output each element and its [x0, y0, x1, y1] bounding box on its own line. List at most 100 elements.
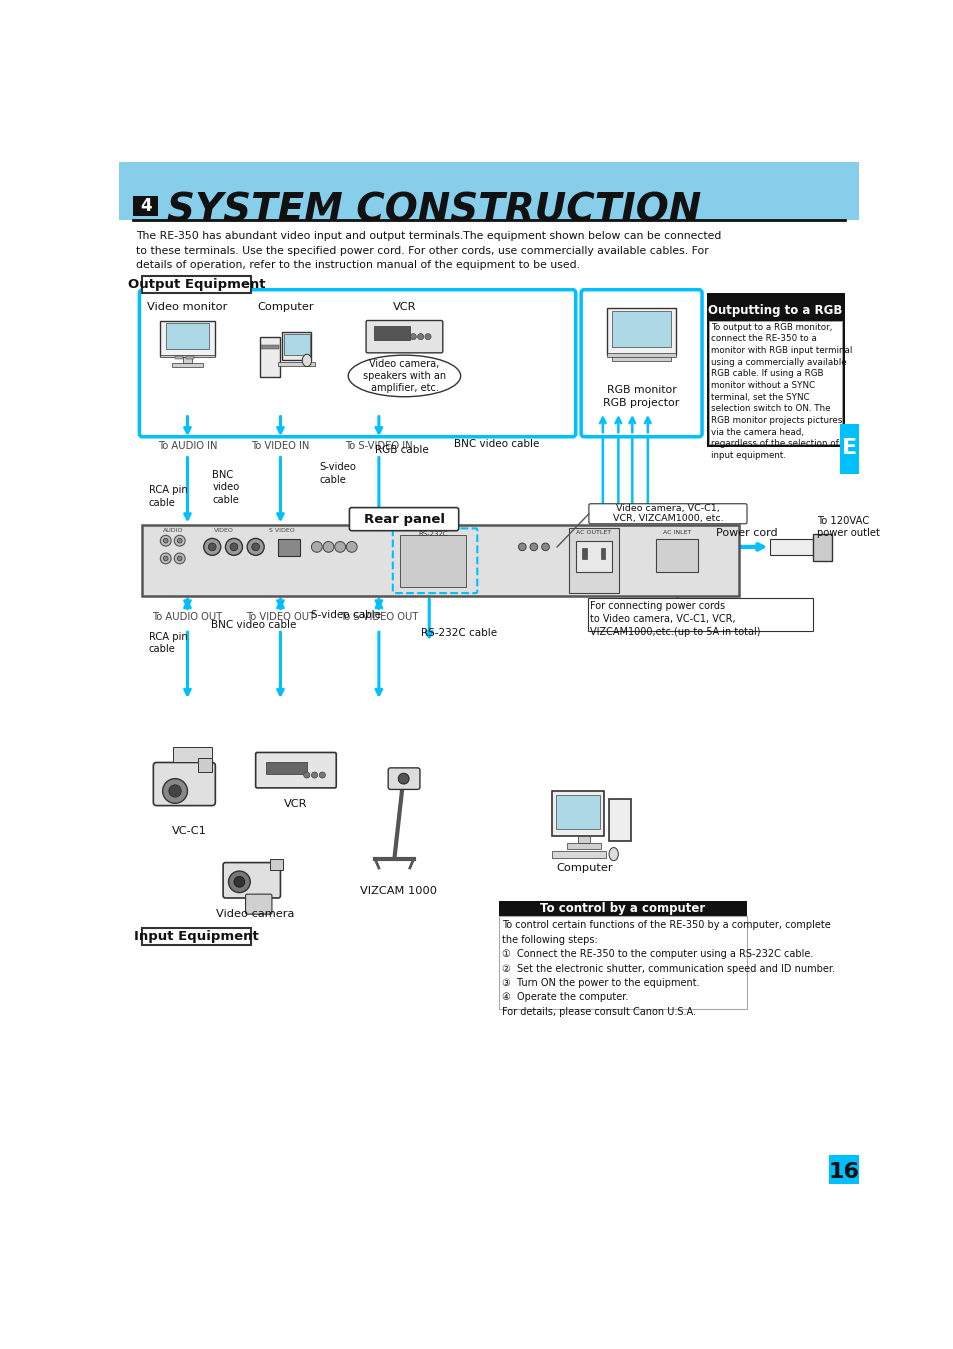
Text: To AUDIO IN: To AUDIO IN [157, 441, 217, 451]
Bar [578, 835, 590, 843]
Bar [608, 799, 630, 840]
Text: 16: 16 [827, 1161, 859, 1182]
Ellipse shape [608, 847, 618, 861]
Text: To control certain functions of the RE-350 by a computer, complete
the following: To control certain functions of the RE-3… [501, 920, 834, 1017]
Text: AC INLET: AC INLET [662, 530, 691, 536]
Bar [173, 747, 212, 762]
Bar [284, 333, 310, 355]
Bar [708, 321, 841, 444]
Bar [186, 356, 193, 359]
Text: To 120VAC
power outlet: To 120VAC power outlet [816, 517, 879, 538]
Circle shape [204, 538, 220, 556]
Bar [581, 549, 586, 560]
Bar [606, 353, 676, 357]
Bar [159, 321, 215, 356]
Text: To output to a RGB monitor,
connect the RE-350 to a
monitor with RGB input termi: To output to a RGB monitor, connect the … [710, 322, 851, 460]
Circle shape [346, 541, 356, 552]
Text: S VIDEO: S VIDEO [269, 529, 294, 533]
Text: Power cord: Power cord [716, 529, 777, 538]
Bar [568, 529, 618, 594]
Text: RGB cable: RGB cable [375, 445, 428, 455]
Text: VIDEO: VIDEO [213, 529, 233, 533]
Bar [259, 337, 279, 378]
Text: RCA pin
cable: RCA pin cable [149, 486, 187, 507]
Text: Computer: Computer [257, 302, 314, 312]
Text: 4: 4 [140, 197, 152, 214]
Text: SYSTEM CONSTRUCTION: SYSTEM CONSTRUCTION [167, 192, 700, 229]
Text: To VIDEO OUT: To VIDEO OUT [246, 612, 314, 622]
FancyBboxPatch shape [349, 507, 458, 530]
Circle shape [247, 538, 264, 556]
Circle shape [174, 536, 185, 546]
Bar [277, 362, 314, 366]
Text: BNC video cable: BNC video cable [454, 438, 538, 449]
Text: To control by a computer: To control by a computer [539, 902, 705, 915]
Circle shape [323, 541, 334, 552]
Circle shape [417, 333, 423, 340]
Circle shape [233, 877, 245, 888]
Circle shape [163, 538, 168, 544]
Bar [278, 540, 299, 556]
Bar [142, 928, 251, 944]
Text: Computer: Computer [556, 862, 612, 873]
Text: S-video cable: S-video cable [311, 610, 381, 621]
Bar [551, 851, 605, 858]
Bar [166, 322, 209, 349]
Ellipse shape [302, 355, 312, 367]
Text: VCR: VCR [393, 302, 416, 312]
Bar [374, 326, 410, 340]
Circle shape [335, 541, 345, 552]
Text: Outputting to a RGB
monitor: Outputting to a RGB monitor [708, 305, 842, 335]
Text: Output Equipment: Output Equipment [128, 278, 265, 291]
FancyBboxPatch shape [255, 753, 335, 788]
Circle shape [229, 871, 250, 893]
Circle shape [397, 773, 409, 784]
Bar [159, 355, 215, 357]
Text: RGB monitor
RGB projector: RGB monitor RGB projector [603, 386, 679, 407]
Bar [599, 549, 604, 560]
Text: VC-C1: VC-C1 [172, 826, 206, 835]
Bar [556, 795, 599, 828]
Circle shape [541, 544, 549, 550]
Text: Video camera: Video camera [215, 909, 294, 919]
Circle shape [311, 541, 322, 552]
Circle shape [319, 772, 325, 778]
Bar [198, 758, 212, 772]
Circle shape [303, 772, 310, 778]
Text: S-video
cable: S-video cable [319, 463, 355, 484]
Text: Rear panel: Rear panel [363, 513, 444, 526]
Bar [270, 859, 282, 870]
Bar [706, 293, 843, 447]
Bar [260, 345, 278, 348]
Bar [812, 534, 831, 561]
Text: RS-232C cable: RS-232C cable [421, 627, 497, 638]
Text: Video monitor: Video monitor [147, 302, 228, 312]
FancyBboxPatch shape [388, 768, 419, 789]
Text: VCR: VCR [284, 800, 308, 809]
Bar [399, 534, 465, 587]
Circle shape [252, 544, 259, 550]
Ellipse shape [348, 355, 460, 397]
Circle shape [517, 544, 525, 550]
Circle shape [311, 772, 317, 778]
Text: AUDIO: AUDIO [163, 529, 184, 533]
FancyBboxPatch shape [139, 290, 575, 437]
FancyBboxPatch shape [245, 894, 272, 915]
Text: RCA pin
cable: RCA pin cable [149, 631, 187, 654]
Text: To S-VIDEO IN: To S-VIDEO IN [345, 441, 413, 451]
Bar [498, 901, 746, 916]
Circle shape [163, 556, 168, 561]
Bar [142, 275, 251, 293]
FancyBboxPatch shape [588, 503, 746, 523]
Circle shape [424, 333, 431, 340]
Text: RS-232C: RS-232C [417, 532, 448, 537]
Bar [551, 791, 604, 835]
Text: To AUDIO OUT: To AUDIO OUT [152, 612, 222, 622]
Bar [175, 356, 183, 359]
Bar [172, 363, 203, 367]
Text: To VIDEO IN: To VIDEO IN [251, 441, 310, 451]
Text: BNC
video
cable: BNC video cable [212, 469, 239, 505]
Text: VIZCAM 1000: VIZCAM 1000 [359, 886, 436, 896]
FancyBboxPatch shape [580, 290, 701, 437]
Circle shape [530, 544, 537, 550]
